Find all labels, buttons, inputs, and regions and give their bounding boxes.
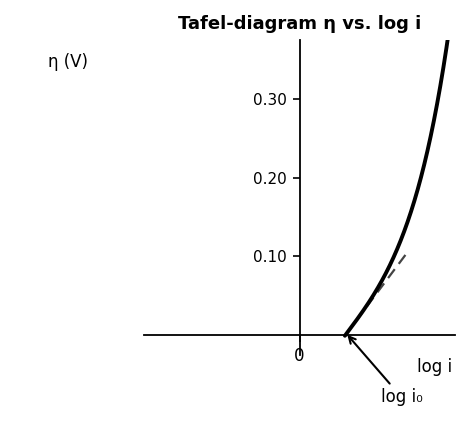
Text: η (V): η (V) <box>48 53 88 71</box>
Text: log i: log i <box>417 358 452 376</box>
Title: Tafel-diagram η vs. log i: Tafel-diagram η vs. log i <box>178 15 421 33</box>
Text: log i₀: log i₀ <box>349 337 423 406</box>
